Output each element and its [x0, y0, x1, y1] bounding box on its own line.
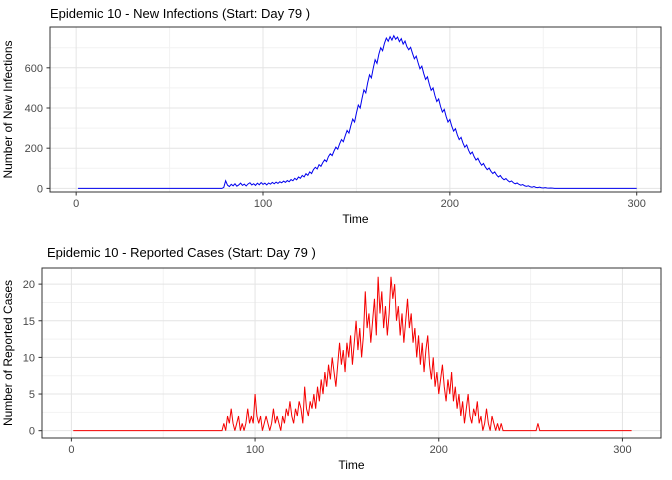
y-tick-label: 10	[23, 352, 35, 364]
x-tick-label: 300	[628, 198, 646, 210]
y-axis-title: Number of Reported Cases	[1, 280, 15, 426]
y-tick-label: 200	[25, 143, 43, 155]
reported-cases-chart: Epidemic 10 - Reported Cases (Start: Day…	[0, 240, 672, 480]
x-tick-label: 300	[613, 444, 631, 456]
panel-border	[49, 26, 662, 193]
reported-cases-plot: 0 100 200 300 0 5 10 15 20 Time Number of Reported…	[1, 267, 662, 472]
y-tick-label: 600	[25, 63, 43, 75]
y-tick-label: 400	[25, 103, 43, 115]
x-tick-label: 0	[73, 198, 79, 210]
x-tick-label: 100	[246, 444, 264, 456]
x-axis-title: Time	[342, 212, 369, 226]
y-tick-label: 0	[29, 426, 35, 438]
reported-cases-chart-title: Epidemic 10 - Reported Cases (Start: Day…	[47, 245, 316, 260]
new-infections-plot: 0 100 200 300 0 200 400 600 Time Number of New In…	[1, 26, 662, 226]
x-tick-label: 0	[68, 444, 74, 456]
x-axis-title: Time	[338, 458, 365, 472]
new-infections-line	[78, 34, 637, 189]
y-tick-label: 20	[23, 279, 35, 291]
x-tick-label: 100	[254, 198, 272, 210]
new-infections-chart: Epidemic 10 - New Infections (Start: Day…	[1, 6, 662, 226]
y-axis-title: Number of New Infections	[1, 40, 15, 178]
y-tick-label: 15	[23, 316, 35, 328]
reported-cases-line	[73, 276, 632, 432]
panel-background	[50, 27, 661, 192]
x-tick-label: 200	[430, 444, 448, 456]
y-tick-label: 0	[37, 183, 43, 195]
new-infections-chart-title: Epidemic 10 - New Infections (Start: Day…	[50, 6, 311, 21]
panel-border	[41, 267, 662, 439]
x-tick-label: 200	[441, 198, 459, 210]
y-tick-label: 5	[29, 389, 35, 401]
